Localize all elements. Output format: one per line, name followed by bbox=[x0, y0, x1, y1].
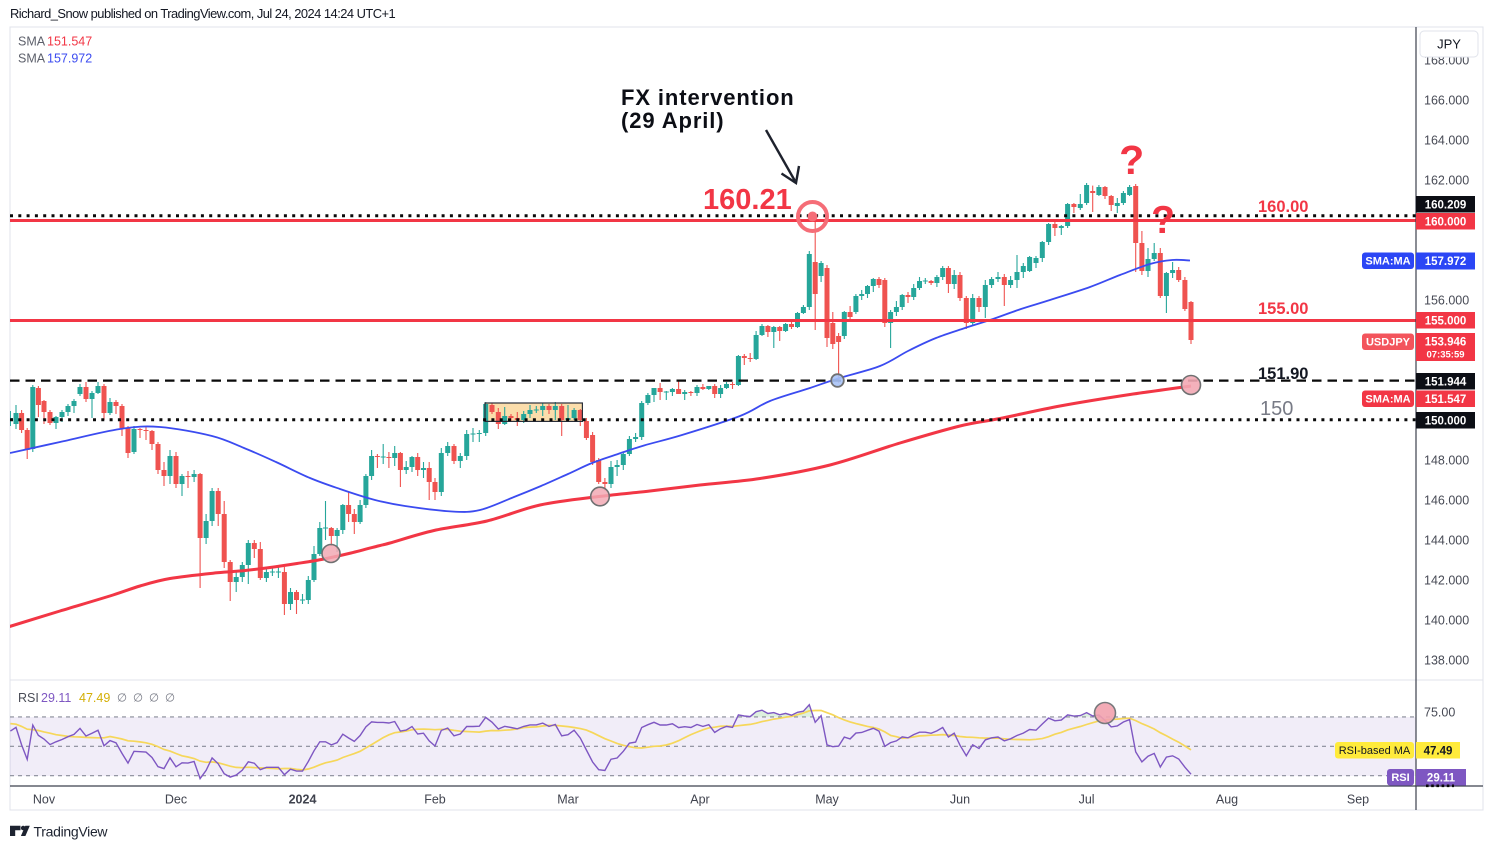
svg-text:SMA:MA: SMA:MA bbox=[1365, 394, 1410, 406]
svg-text:150.000: 150.000 bbox=[1425, 415, 1467, 427]
svg-text:155.000: 155.000 bbox=[1425, 315, 1467, 327]
svg-text:160.000: 160.000 bbox=[1425, 216, 1467, 228]
svg-text:SMA: SMA bbox=[18, 52, 46, 66]
svg-text:∅: ∅ bbox=[117, 693, 127, 705]
svg-text:47.49: 47.49 bbox=[79, 691, 110, 705]
svg-text:157.972: 157.972 bbox=[47, 52, 92, 66]
svg-text:156.000: 156.000 bbox=[1424, 293, 1469, 307]
svg-text:07:35:59: 07:35:59 bbox=[1426, 350, 1464, 361]
svg-text:162.000: 162.000 bbox=[1424, 173, 1469, 187]
svg-text:Mar: Mar bbox=[557, 793, 579, 807]
svg-text:∅: ∅ bbox=[149, 693, 159, 705]
svg-text:140.000: 140.000 bbox=[1424, 613, 1469, 627]
svg-text:?: ? bbox=[1119, 137, 1144, 183]
svg-text:USDJPY: USDJPY bbox=[1366, 337, 1411, 349]
svg-text:(29 April): (29 April) bbox=[621, 108, 725, 133]
svg-text:160.00: 160.00 bbox=[1258, 198, 1308, 216]
svg-text:Aug: Aug bbox=[1216, 793, 1238, 807]
svg-text:Jul: Jul bbox=[1079, 793, 1095, 807]
svg-text:2024: 2024 bbox=[289, 793, 317, 807]
svg-text:151.90: 151.90 bbox=[1258, 365, 1308, 383]
svg-text:75.00: 75.00 bbox=[1424, 705, 1455, 719]
svg-text:160.209: 160.209 bbox=[1425, 199, 1467, 211]
svg-text:Feb: Feb bbox=[424, 793, 446, 807]
svg-text:138.000: 138.000 bbox=[1424, 653, 1469, 667]
svg-text:151.944: 151.944 bbox=[1425, 376, 1467, 388]
svg-text:157.972: 157.972 bbox=[1425, 256, 1467, 268]
svg-text:29.11: 29.11 bbox=[1427, 772, 1456, 784]
svg-text:Richard_Snow published on Trad: Richard_Snow published on TradingView.co… bbox=[10, 6, 396, 21]
svg-text:JPY: JPY bbox=[1437, 37, 1461, 52]
svg-text:47.49: 47.49 bbox=[1424, 745, 1453, 757]
svg-text:151.547: 151.547 bbox=[47, 35, 92, 49]
svg-text:?: ? bbox=[1151, 199, 1175, 242]
svg-text:153.946: 153.946 bbox=[1425, 337, 1467, 349]
svg-text:May: May bbox=[815, 793, 839, 807]
svg-text:148.000: 148.000 bbox=[1424, 453, 1469, 467]
svg-text:150: 150 bbox=[1260, 398, 1293, 420]
svg-text:151.547: 151.547 bbox=[1425, 394, 1467, 406]
svg-text:∅: ∅ bbox=[133, 693, 143, 705]
svg-text:RSI: RSI bbox=[1391, 772, 1409, 784]
svg-text:166.000: 166.000 bbox=[1424, 93, 1469, 107]
svg-text:TradingView: TradingView bbox=[34, 824, 109, 840]
svg-text:Sep: Sep bbox=[1347, 793, 1369, 807]
svg-text:Dec: Dec bbox=[165, 793, 187, 807]
svg-text:Nov: Nov bbox=[33, 793, 56, 807]
svg-text:146.000: 146.000 bbox=[1424, 493, 1469, 507]
svg-text:155.00: 155.00 bbox=[1258, 300, 1308, 318]
svg-text:160.21: 160.21 bbox=[703, 184, 792, 216]
svg-text:144.000: 144.000 bbox=[1424, 533, 1469, 547]
svg-text:164.000: 164.000 bbox=[1424, 133, 1469, 147]
svg-text:Jun: Jun bbox=[950, 793, 970, 807]
svg-text:29.11: 29.11 bbox=[41, 691, 71, 705]
svg-text:142.000: 142.000 bbox=[1424, 573, 1469, 587]
svg-text:SMA:MA: SMA:MA bbox=[1365, 256, 1410, 268]
svg-text:∅: ∅ bbox=[165, 693, 175, 705]
svg-text:FX intervention: FX intervention bbox=[621, 85, 795, 110]
svg-text:RSI-based MA: RSI-based MA bbox=[1339, 745, 1411, 757]
svg-text:RSI: RSI bbox=[18, 691, 39, 705]
svg-text:SMA: SMA bbox=[18, 35, 46, 49]
svg-text:Apr: Apr bbox=[690, 793, 709, 807]
